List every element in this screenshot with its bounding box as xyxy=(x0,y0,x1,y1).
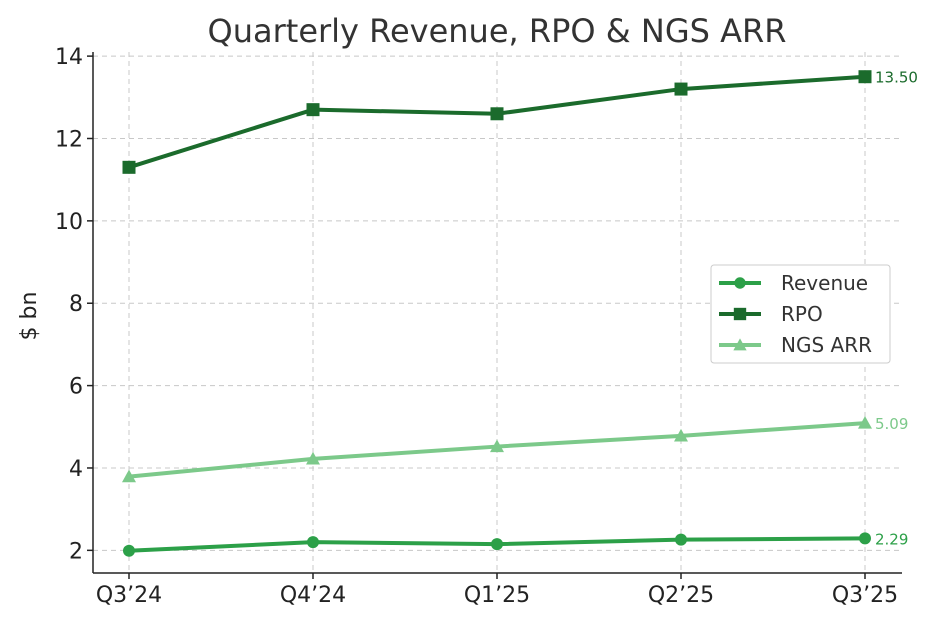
legend: Revenue RPO NGS ARR xyxy=(710,264,891,364)
data-point xyxy=(122,160,136,174)
grid xyxy=(93,52,902,573)
legend-marker xyxy=(733,338,747,351)
legend-marker xyxy=(733,307,747,321)
data-point xyxy=(491,538,503,551)
data-point xyxy=(123,544,135,557)
data-point xyxy=(859,532,871,545)
y-tick-label: 2 xyxy=(69,539,83,564)
data-point xyxy=(306,103,320,117)
data-point xyxy=(674,82,688,96)
legend-label: RPO xyxy=(781,302,823,326)
legend-label: NGS ARR xyxy=(781,333,872,357)
data-point xyxy=(858,70,872,84)
legend-marker xyxy=(734,277,746,289)
data-point xyxy=(307,536,319,549)
data-point xyxy=(675,533,687,546)
data-point xyxy=(306,451,320,465)
y-tick-label: 6 xyxy=(69,375,83,400)
chart-title: Quarterly Revenue, RPO & NGS ARR xyxy=(208,12,787,50)
data-point xyxy=(490,107,504,121)
x-tick-label: Q3’25 xyxy=(832,583,898,608)
series-rpo: 13.50 xyxy=(122,69,918,174)
end-value-label: 5.09 xyxy=(875,415,908,433)
x-tick-label: Q2’25 xyxy=(648,583,714,608)
data-point xyxy=(674,428,688,442)
data-point xyxy=(122,469,136,483)
y-tick-label: 10 xyxy=(55,210,83,235)
data-point xyxy=(858,416,872,429)
y-tick-label: 4 xyxy=(69,457,83,482)
end-value-label: 13.50 xyxy=(875,69,918,87)
series-revenue: 2.29 xyxy=(123,530,908,557)
y-tick-label: 12 xyxy=(55,127,83,152)
series-ngs-arr: 5.09 xyxy=(122,415,908,483)
x-tick-label: Q1’25 xyxy=(464,583,530,608)
x-tick-label: Q4’24 xyxy=(280,583,346,608)
y-tick-label: 14 xyxy=(55,45,83,70)
y-tick-label: 8 xyxy=(69,292,83,317)
end-value-label: 2.29 xyxy=(875,530,908,548)
legend-box xyxy=(710,264,891,364)
y-axis-label: $ bn xyxy=(17,292,42,341)
series-layer: 2.29 13.50 5.09 xyxy=(122,69,918,557)
legend-label: Revenue xyxy=(781,271,868,295)
x-tick-label: Q3’24 xyxy=(96,583,162,608)
axes: 2 4 6 8 10 12 14 Q3’24 Q4’24 Q1’25 Q2’25 Q3’25 xyxy=(55,45,902,608)
data-point xyxy=(490,439,504,453)
